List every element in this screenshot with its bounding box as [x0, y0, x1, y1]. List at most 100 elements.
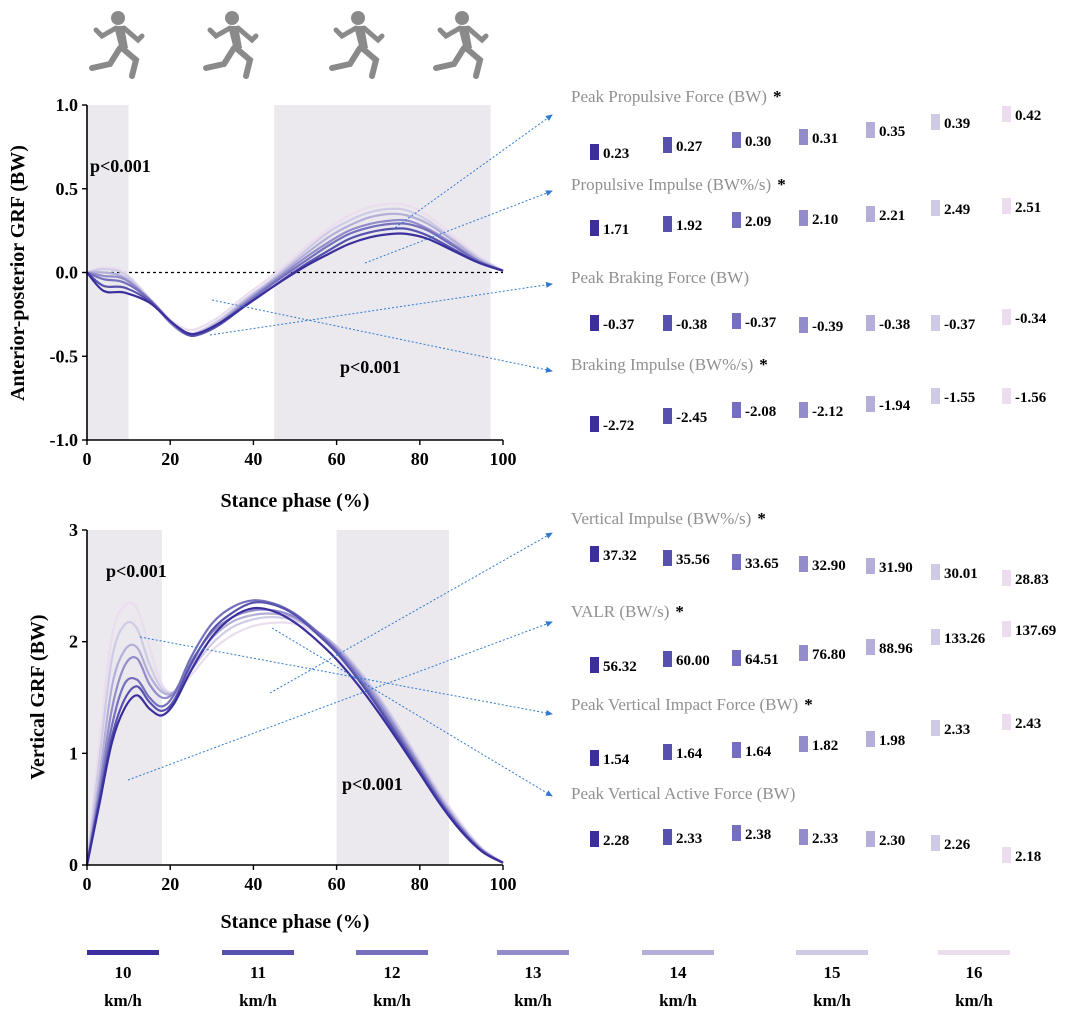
metric-value: 60.00: [676, 653, 710, 669]
metric-label: Peak Braking Force (BW): [571, 268, 749, 287]
value-marker: [590, 831, 599, 847]
metric-label: Braking Impulse (BW%/s): [571, 355, 753, 374]
vertical-axes: [82, 529, 504, 870]
metric-value: 31.90: [879, 560, 913, 576]
metric-value: 2.33: [812, 831, 838, 847]
series-line-11-kmh: [85, 601, 504, 866]
metric-group: Peak Propulsive Force (BW) * 0.23 0.27 0.30 0…: [571, 87, 1041, 162]
runner-icons: [92, 11, 486, 76]
metric-value: -1.56: [1015, 390, 1047, 406]
metric-value: 1.54: [603, 752, 630, 768]
vertical-tick-labels: 0 20 40 60 80 100 0 1 2 3: [69, 520, 517, 894]
value-marker: [732, 212, 741, 228]
metric-value: -0.37: [944, 317, 976, 333]
metric-value: 64.51: [745, 652, 779, 668]
value-marker: [732, 554, 741, 570]
metric-group: Peak Vertical Impact Force (BW) * 1.54 1.64…: [571, 695, 1041, 768]
metric-value: -2.08: [745, 404, 776, 420]
legend-swatch: [356, 950, 428, 955]
value-marker: [732, 742, 741, 758]
x-tick-label: 20: [161, 449, 179, 469]
legend-unit-label: km/h: [373, 991, 411, 1010]
metric-value: 0.30: [745, 134, 771, 150]
y-tick-label: 2: [69, 632, 78, 652]
significance-star: *: [675, 602, 684, 621]
series-line-16-kmh: [85, 601, 504, 866]
metric-value: 0.31: [812, 131, 838, 147]
vert-y-axis-label: Vertical GRF (BW): [27, 614, 49, 779]
x-tick-label: 40: [244, 449, 262, 469]
metric-value: -2.72: [603, 418, 634, 434]
metric-label: Peak Propulsive Force (BW): [571, 87, 767, 106]
legend-speed-label: 16: [966, 963, 983, 982]
significance-star: *: [759, 355, 768, 374]
metric-value: 1.92: [676, 218, 702, 234]
value-marker: [590, 750, 599, 766]
legend-swatch: [222, 950, 294, 955]
metric-group: Braking Impulse (BW%/s) * -2.72 -2.45 -2.08 -…: [571, 355, 1047, 434]
metric-value: 2.10: [812, 212, 838, 228]
callout-arrow: [211, 299, 553, 373]
metric-value: -1.55: [944, 390, 975, 406]
legend-unit-label: km/h: [104, 991, 142, 1010]
x-tick-label: 60: [328, 874, 346, 894]
legend-swatch: [938, 950, 1010, 955]
value-marker: [799, 556, 808, 572]
runner-icon: [206, 11, 256, 76]
value-marker: [1002, 621, 1011, 637]
ap-series-lines: [86, 202, 504, 338]
metric-value: 2.33: [676, 831, 702, 847]
value-marker: [799, 129, 808, 145]
legend-speed-label: 10: [115, 963, 132, 982]
value-marker: [590, 220, 599, 236]
ap-x-axis-label: Stance phase (%): [221, 490, 370, 512]
metric-value: 2.09: [745, 214, 771, 230]
metric-value: 2.28: [603, 833, 629, 849]
ap-axes: [82, 104, 504, 445]
metric-value: 1.71: [603, 222, 629, 238]
y-tick-label: -0.5: [50, 346, 79, 366]
value-marker: [866, 396, 875, 412]
metric-value: -0.38: [676, 317, 707, 333]
metric-value: 76.80: [812, 647, 846, 663]
value-marker: [799, 829, 808, 845]
value-marker: [732, 402, 741, 418]
metric-value: -1.94: [879, 398, 911, 414]
value-marker: [799, 210, 808, 226]
value-marker: [1002, 198, 1011, 214]
legend-speed-label: 13: [525, 963, 542, 982]
series-line-12-kmh: [85, 599, 504, 866]
metric-value: 1.98: [879, 733, 905, 749]
x-tick-label: 80: [411, 874, 429, 894]
metric-value: 0.39: [944, 116, 970, 132]
x-tick-label: 40: [244, 874, 262, 894]
metric-label: Propulsive Impulse (BW%/s): [571, 175, 771, 194]
x-tick-label: 20: [161, 874, 179, 894]
series-line-15-kmh: [85, 615, 504, 866]
metric-value: -0.37: [745, 315, 777, 331]
metric-value: 2.33: [944, 722, 970, 738]
value-marker: [799, 317, 808, 333]
metric-value: 1.82: [812, 738, 838, 754]
metric-value: -2.45: [676, 410, 707, 426]
metric-value: 2.51: [1015, 200, 1041, 216]
value-marker: [866, 639, 875, 655]
metric-value: 56.32: [603, 659, 637, 675]
vert-x-axis-label: Stance phase (%): [221, 911, 370, 933]
shaded-region: [336, 530, 449, 865]
value-marker: [663, 315, 672, 331]
ap-annotation-late: p<0.001: [340, 357, 401, 377]
metric-value: 2.38: [745, 827, 771, 843]
callout-arrow: [209, 281, 553, 336]
value-marker: [931, 315, 940, 331]
metric-label: Peak Vertical Impact Force (BW): [571, 695, 798, 714]
runner-icon: [436, 11, 486, 76]
metric-value: -0.38: [879, 317, 910, 333]
value-marker: [931, 629, 940, 645]
value-marker: [663, 651, 672, 667]
runner-icon: [332, 11, 382, 76]
x-tick-label: 0: [83, 874, 92, 894]
series-line-10-kmh: [85, 606, 504, 866]
metric-group: Peak Braking Force (BW) -0.37 -0.38 -0.37 -0…: [571, 268, 1047, 335]
